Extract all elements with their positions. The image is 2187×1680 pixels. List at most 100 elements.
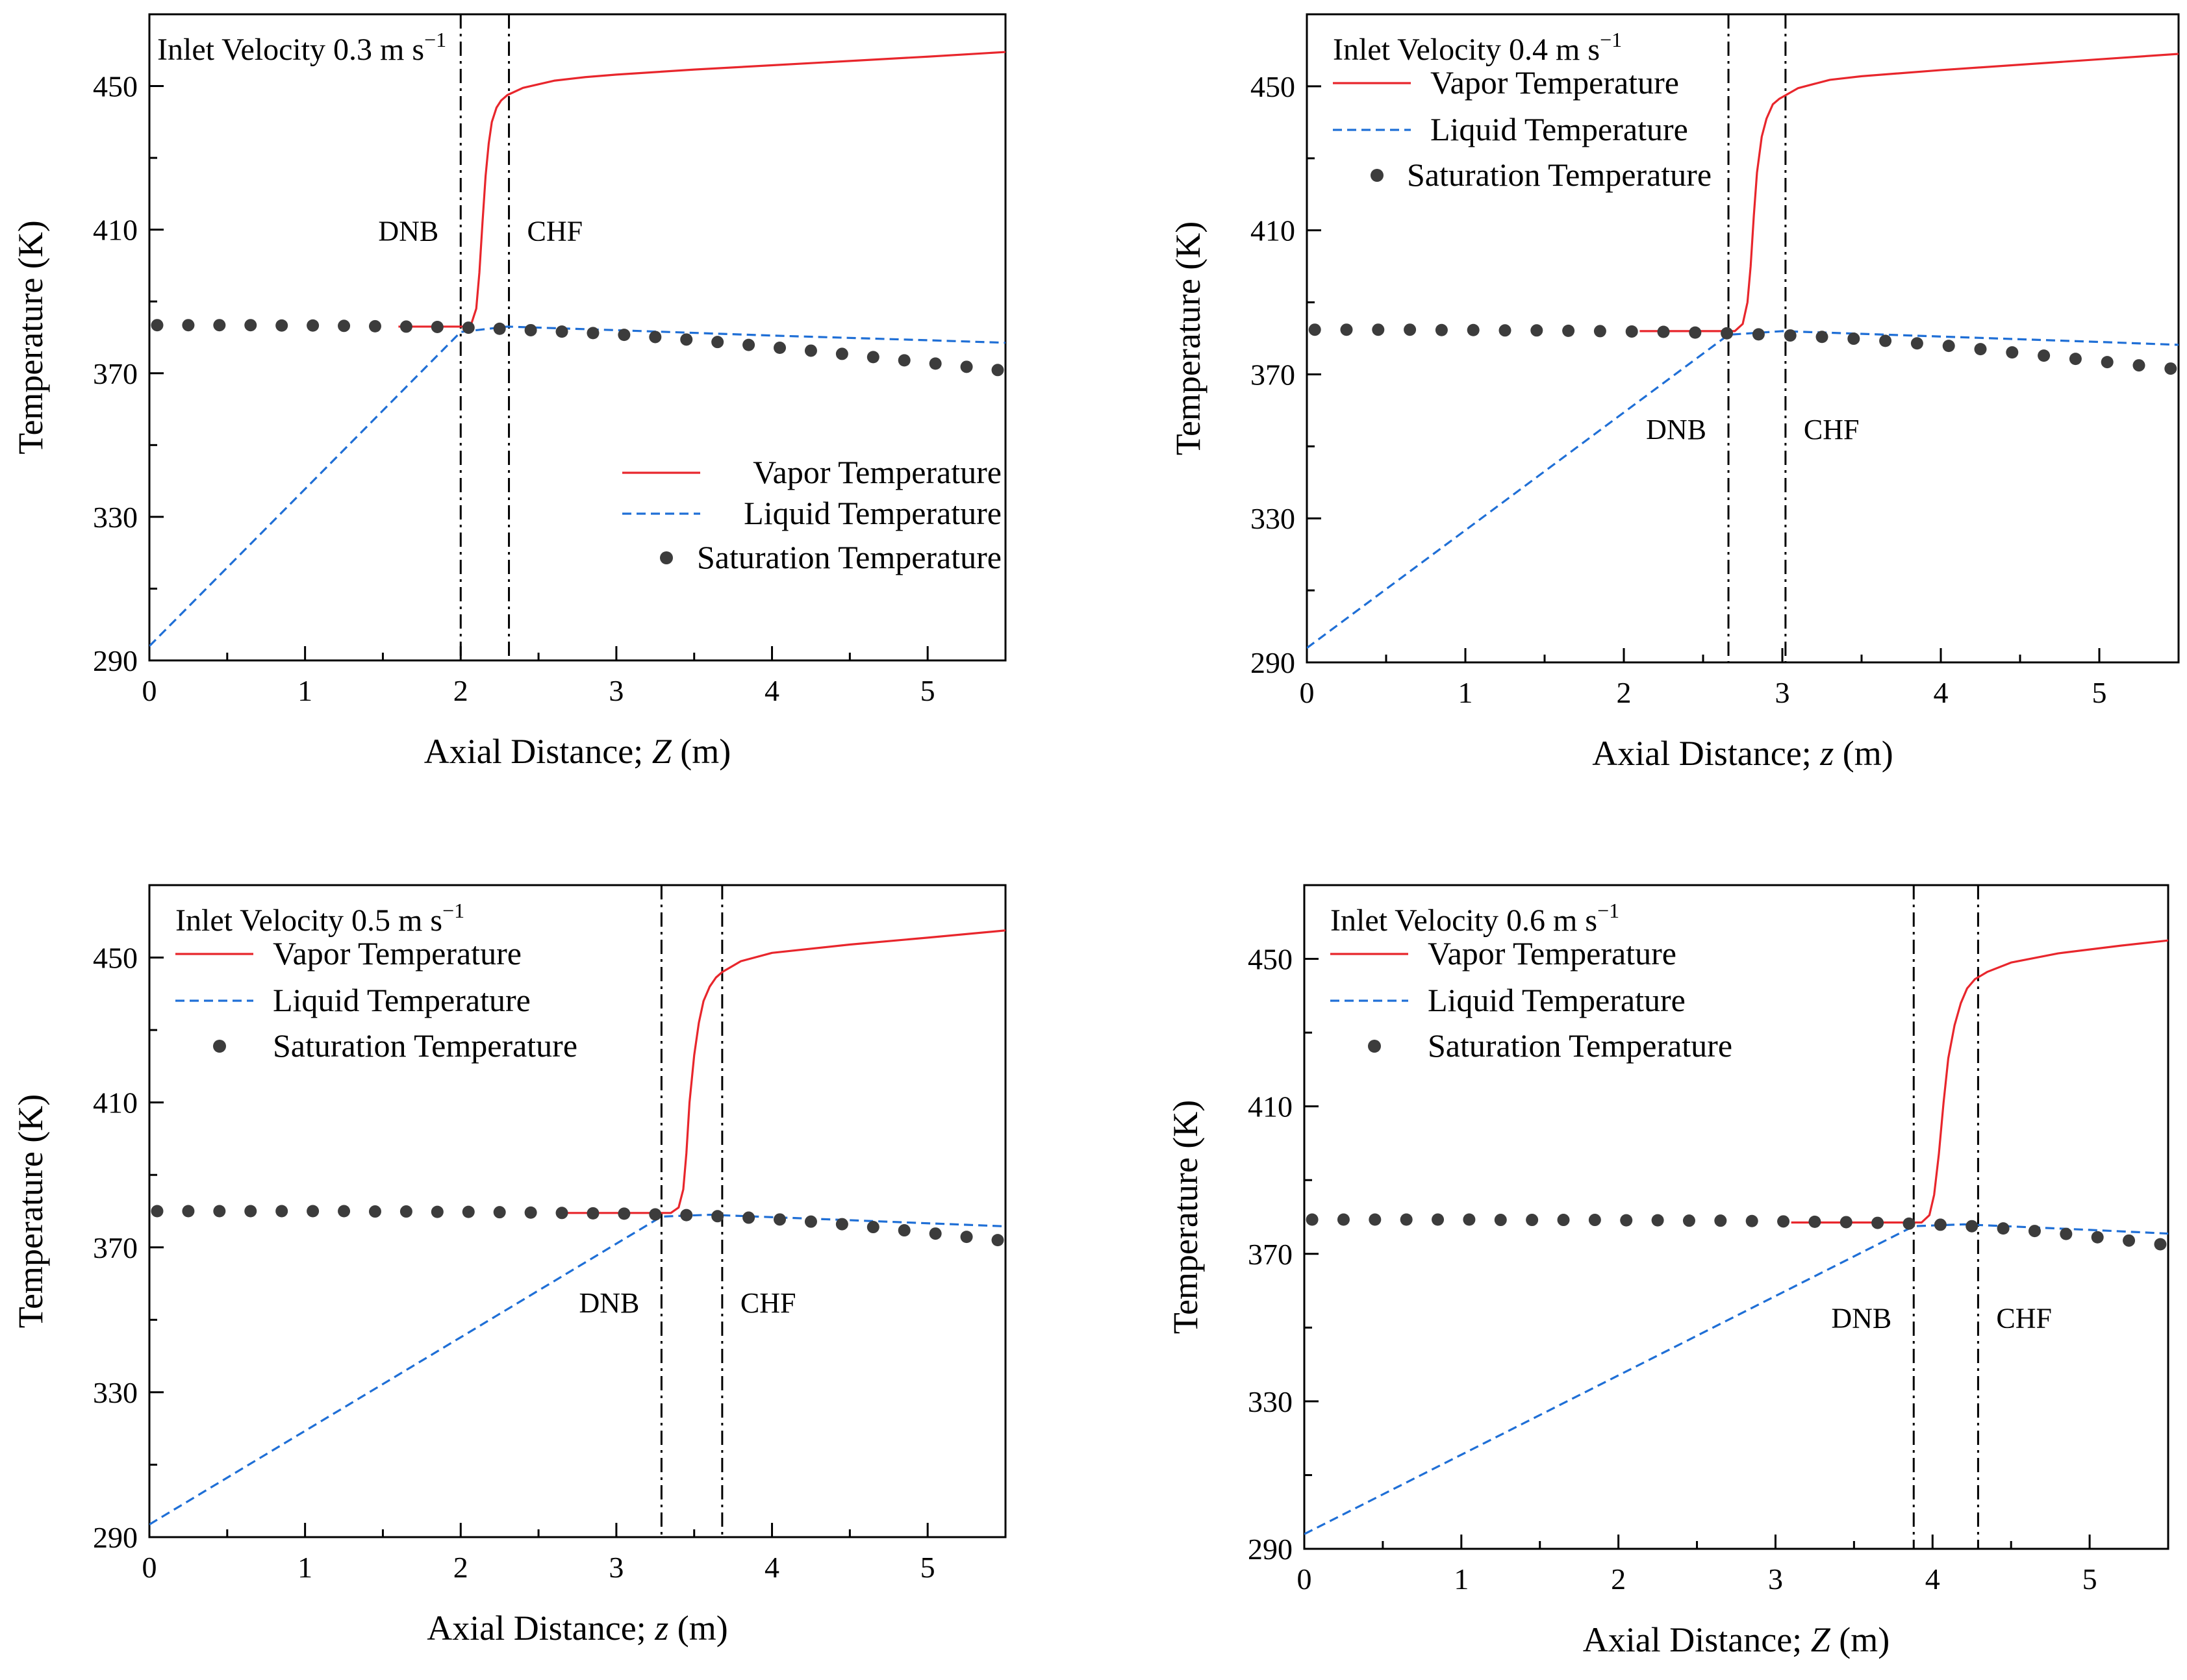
x-tick-label: 1	[297, 1551, 312, 1584]
y-tick-label: 330	[1248, 1385, 1293, 1418]
x-tick-label: 5	[2082, 1562, 2097, 1596]
data-point-saturation-temperature	[991, 364, 1004, 377]
x-tick-label: 2	[453, 674, 468, 707]
data-point-saturation-temperature	[866, 351, 879, 364]
plot-frame	[1306, 13, 2180, 664]
plot-frame	[148, 884, 1007, 1538]
panel-title: Inlet Velocity 0.4 m s−1	[1333, 28, 1622, 67]
data-point-saturation-temperature	[182, 1205, 195, 1218]
data-point-saturation-temperature	[1942, 340, 1955, 353]
data-point-saturation-temperature	[1651, 1214, 1664, 1227]
data-point-saturation-temperature	[1839, 1216, 1852, 1229]
legend-label: Liquid Temperature	[273, 982, 531, 1018]
data-point-saturation-temperature	[711, 1210, 724, 1223]
data-point-saturation-temperature	[1306, 1213, 1319, 1226]
x-tick-label: 4	[1934, 676, 1949, 709]
y-axis-title: Temperature (K)	[1169, 221, 1207, 456]
y-tick-label: 330	[1250, 502, 1295, 535]
data-point-saturation-temperature	[1467, 323, 1480, 336]
data-point-saturation-temperature	[2028, 1225, 2041, 1238]
data-point-saturation-temperature	[1494, 1214, 1507, 1227]
data-point-saturation-temperature	[960, 1231, 973, 1244]
data-point-saturation-temperature	[338, 1205, 351, 1218]
marker-label-dnb: DNB	[1646, 414, 1706, 445]
data-point-saturation-temperature	[493, 322, 506, 335]
data-point-saturation-temperature	[1340, 323, 1353, 336]
plot-area	[149, 885, 1005, 1537]
data-point-saturation-temperature	[1435, 323, 1448, 336]
y-tick-label: 450	[93, 70, 138, 103]
x-tick-label: 0	[142, 1551, 157, 1584]
data-point-saturation-temperature	[1682, 1214, 1695, 1227]
x-tick-label: 3	[609, 1551, 624, 1584]
panel-title: Inlet Velocity 0.3 m s−1	[157, 28, 446, 67]
series-line-liquid-temperature	[1307, 330, 2179, 649]
data-point-saturation-temperature	[2006, 346, 2019, 359]
x-tick-label: 4	[765, 674, 779, 707]
data-point-saturation-temperature	[1593, 325, 1606, 338]
data-point-saturation-temperature	[399, 1205, 412, 1218]
legend-label: Saturation Temperature	[1428, 1027, 1732, 1064]
data-point-saturation-temperature	[368, 320, 381, 332]
data-point-saturation-temperature	[835, 1218, 848, 1231]
data-point-saturation-temperature	[493, 1206, 506, 1219]
marker-label-chf: CHF	[1804, 414, 1860, 445]
data-point-saturation-temperature	[680, 333, 693, 346]
y-axis-title: Temperature (K)	[1166, 1100, 1205, 1335]
x-tick-label: 5	[920, 1551, 935, 1584]
marker-label-chf: CHF	[527, 215, 583, 247]
legend-label: Saturation Temperature	[1407, 157, 1712, 193]
marker-label-dnb: DNB	[378, 215, 438, 247]
y-tick-label: 450	[1248, 943, 1293, 976]
data-point-saturation-temperature	[2060, 1227, 2073, 1240]
x-axis-title: Axial Distance; Z (m)	[1583, 1620, 1890, 1659]
data-point-saturation-temperature	[929, 1227, 942, 1240]
series-line-vapor-temperature	[557, 929, 1005, 1214]
data-point-saturation-temperature	[1657, 325, 1670, 338]
data-point-saturation-temperature	[1871, 1216, 1884, 1229]
data-point-saturation-temperature	[462, 321, 475, 334]
data-point-saturation-temperature	[151, 319, 164, 332]
data-point-saturation-temperature	[244, 319, 257, 332]
data-point-saturation-temperature	[774, 1213, 787, 1226]
data-point-saturation-temperature	[1432, 1213, 1445, 1226]
data-point-saturation-temperature	[2038, 349, 2051, 362]
y-tick-label: 410	[1250, 214, 1295, 247]
x-axis-title: Axial Distance; Z (m)	[424, 732, 731, 771]
data-point-saturation-temperature	[1526, 1214, 1539, 1227]
data-point-saturation-temperature	[649, 1208, 662, 1221]
data-point-saturation-temperature	[244, 1205, 257, 1218]
marker-label-chf: CHF	[1996, 1302, 2052, 1334]
y-tick-label: 370	[93, 1231, 138, 1264]
data-point-saturation-temperature	[587, 327, 600, 340]
series-line-vapor-temperature	[1791, 939, 2168, 1224]
y-tick-label: 410	[93, 214, 138, 247]
data-point-saturation-temperature	[1815, 331, 1828, 344]
data-point-saturation-temperature	[2132, 359, 2145, 372]
plot-area	[1304, 885, 2168, 1549]
data-point-saturation-temperature	[1530, 324, 1543, 337]
y-tick-label: 450	[93, 942, 138, 975]
data-point-saturation-temperature	[275, 1205, 288, 1218]
data-point-saturation-temperature	[1966, 1220, 1978, 1233]
chart-panel-top-right: 0 1 2 3 4 5 290 330 370 410 450 Axial Distance; z (…	[1169, 13, 2180, 773]
chart-panel-top-left: 0 1 2 3 4 5 290 330 370 410 450 Axial Distance; Z (…	[11, 13, 1007, 771]
data-point-saturation-temperature	[1463, 1213, 1476, 1226]
marker-label-chf: CHF	[740, 1287, 796, 1319]
marker-label-dnb: DNB	[579, 1287, 639, 1319]
data-point-saturation-temperature	[898, 1224, 911, 1237]
plot-area	[1307, 14, 2179, 662]
panel-title: Inlet Velocity 0.5 m s−1	[175, 899, 464, 938]
x-tick-label: 3	[1775, 676, 1790, 709]
data-point-saturation-temperature	[462, 1205, 475, 1218]
y-tick-label: 330	[93, 1376, 138, 1409]
data-point-saturation-temperature	[555, 1207, 568, 1220]
y-tick-label: 290	[93, 644, 138, 677]
plot-area	[149, 14, 1005, 660]
y-tick-label: 370	[1248, 1238, 1293, 1271]
marker-label-dnb: DNB	[1831, 1302, 1891, 1334]
data-point-saturation-temperature	[1974, 343, 1987, 356]
x-tick-label: 5	[2092, 676, 2107, 709]
data-point-saturation-temperature	[213, 1205, 226, 1218]
